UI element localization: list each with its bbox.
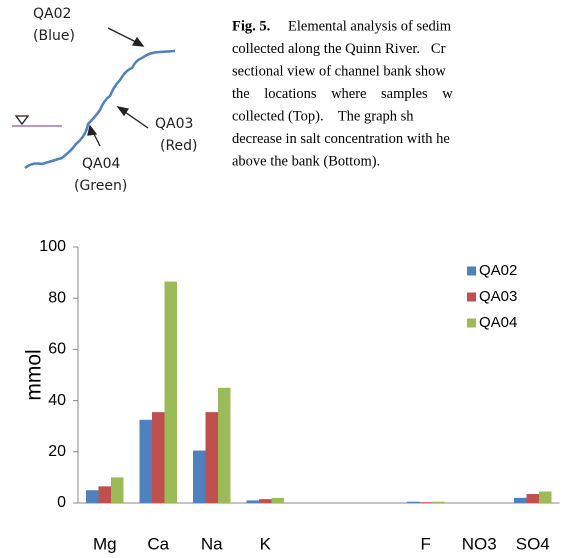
bar (514, 498, 527, 503)
legend-label: QA04 (479, 314, 517, 331)
caption-line: sectional view of channel bank show (232, 63, 446, 79)
legend-label: QA03 (479, 288, 517, 305)
water-symbol (16, 116, 28, 124)
y-axis-label: mmol (23, 349, 46, 400)
x-tick-label: K (260, 534, 272, 553)
bar (539, 491, 552, 503)
bank-profile (25, 51, 175, 168)
bar (420, 502, 433, 503)
bar (193, 451, 206, 503)
legend-swatch (467, 293, 476, 302)
figure: QA02 (Blue) QA03 (Red) QA04 (Green) Fig.… (0, 0, 566, 558)
bar (140, 420, 153, 503)
y-tick-label: 40 (48, 392, 66, 409)
diagram-label: QA04 (82, 156, 121, 172)
caption-line: decrease in salt concentration with he (232, 131, 450, 147)
bar (206, 412, 219, 503)
legend-swatch (467, 267, 476, 276)
y-tick-label: 80 (48, 289, 66, 306)
bar (218, 388, 231, 503)
legend-swatch (467, 319, 476, 328)
x-tick-label: Mg (93, 534, 117, 553)
bar (86, 490, 99, 503)
bar (407, 502, 420, 503)
caption-line: above the bank (Bottom). (232, 153, 380, 169)
bar (272, 498, 285, 503)
caption-line: Elemental analysis of sedim (288, 18, 452, 34)
x-tick-label: Na (201, 534, 223, 553)
bar (99, 486, 112, 503)
x-tick-label: SO4 (516, 534, 550, 553)
chart: 0 20 40 60 80 100 mmol Mg Ca Na K F NO3 SO4 QA02 QA03 QA… (23, 238, 560, 553)
caption-line: collected along the Quinn River. Cr (232, 41, 446, 57)
diagram-label: QA02 (33, 6, 71, 22)
caption-line: collected (Top). The graph sh (232, 108, 414, 124)
diagram-label: (Green) (74, 178, 127, 194)
bar (259, 499, 272, 503)
x-tick-label: F (421, 534, 431, 553)
caption: Elemental analysis of sedim collected alo… (232, 18, 453, 169)
bar (152, 412, 165, 503)
bar (432, 502, 445, 503)
bar (165, 282, 178, 503)
diagram-label: QA03 (155, 116, 193, 132)
caption-label: Fig. 5. (232, 18, 270, 34)
bar (111, 477, 124, 503)
legend-label: QA02 (479, 262, 517, 279)
x-tick-label: NO3 (462, 534, 497, 553)
y-tick-label: 20 (48, 443, 66, 460)
bar (247, 500, 260, 503)
caption-line: the locations where samples w (232, 86, 453, 102)
x-tick-label: Ca (147, 534, 169, 553)
y-tick-label: 60 (48, 341, 66, 358)
arrows (88, 28, 148, 146)
bar (527, 494, 540, 503)
page: QA02 (Blue) QA03 (Red) QA04 (Green) Fig.… (0, 0, 566, 558)
diagram-label: (Red) (160, 138, 198, 154)
diagram-label: (Blue) (33, 28, 75, 44)
y-tick-label: 0 (57, 494, 66, 511)
y-tick-label: 100 (39, 238, 66, 255)
